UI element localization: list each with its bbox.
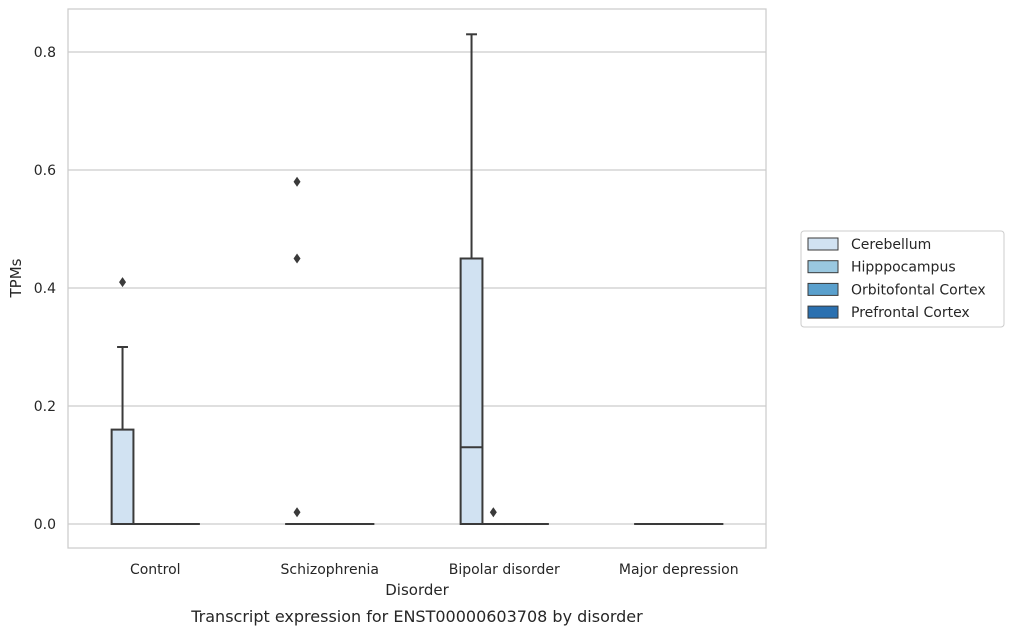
box [459,257,484,525]
legend-swatch [807,305,839,319]
legend-swatch [807,237,839,251]
y-tick-label: 0.0 [34,517,56,533]
legend-swatch [807,282,839,296]
y-tick-label: 0.2 [34,399,56,415]
legend-label: Orbitofontal Cortex [851,282,986,298]
boxes-layer [110,33,724,526]
legend-label: Cerebellum [851,237,931,253]
legend-swatch [807,260,839,274]
legend-label: Prefrontal Cortex [851,305,970,321]
y-tick-label: 0.6 [34,163,56,179]
legend-label: Hipppocampus [851,260,956,276]
box [110,428,135,526]
outlier-point [293,253,301,264]
x-tick-label: Bipolar disorder [449,562,560,578]
y-tick-label: 0.8 [34,45,56,61]
y-axis-label: TPMs [7,258,25,298]
outlier-point [489,507,497,518]
legend-items: Cerebellum Hipppocampus Orbitofontal Corte… [807,237,986,321]
x-axis-label: Disorder [385,581,449,599]
x-tick-label: Schizophrenia [281,562,379,578]
outlier-point [293,507,301,518]
box-group [459,33,484,525]
legend-frame [800,230,1005,328]
box-group [285,176,309,526]
grid-layer [68,51,766,525]
outlier-point [119,277,127,288]
box-group [481,507,506,526]
box-group [110,277,135,526]
outlier-point [293,176,301,187]
x-tick-label: Control [130,562,181,578]
chart-caption: Transcript expression for ENST0000060370… [190,607,643,626]
x-tick-label: Major depression [619,562,739,578]
y-tick-label: 0.4 [34,281,56,297]
legend: Cerebellum Hipppocampus Orbitofontal Corte… [800,230,1005,328]
y-ticks: 0.0 0.2 0.4 0.6 0.8 [34,45,56,533]
plot-frame [67,8,767,549]
x-ticks: Control Schizophrenia Bipolar disorder Majo… [130,562,739,578]
